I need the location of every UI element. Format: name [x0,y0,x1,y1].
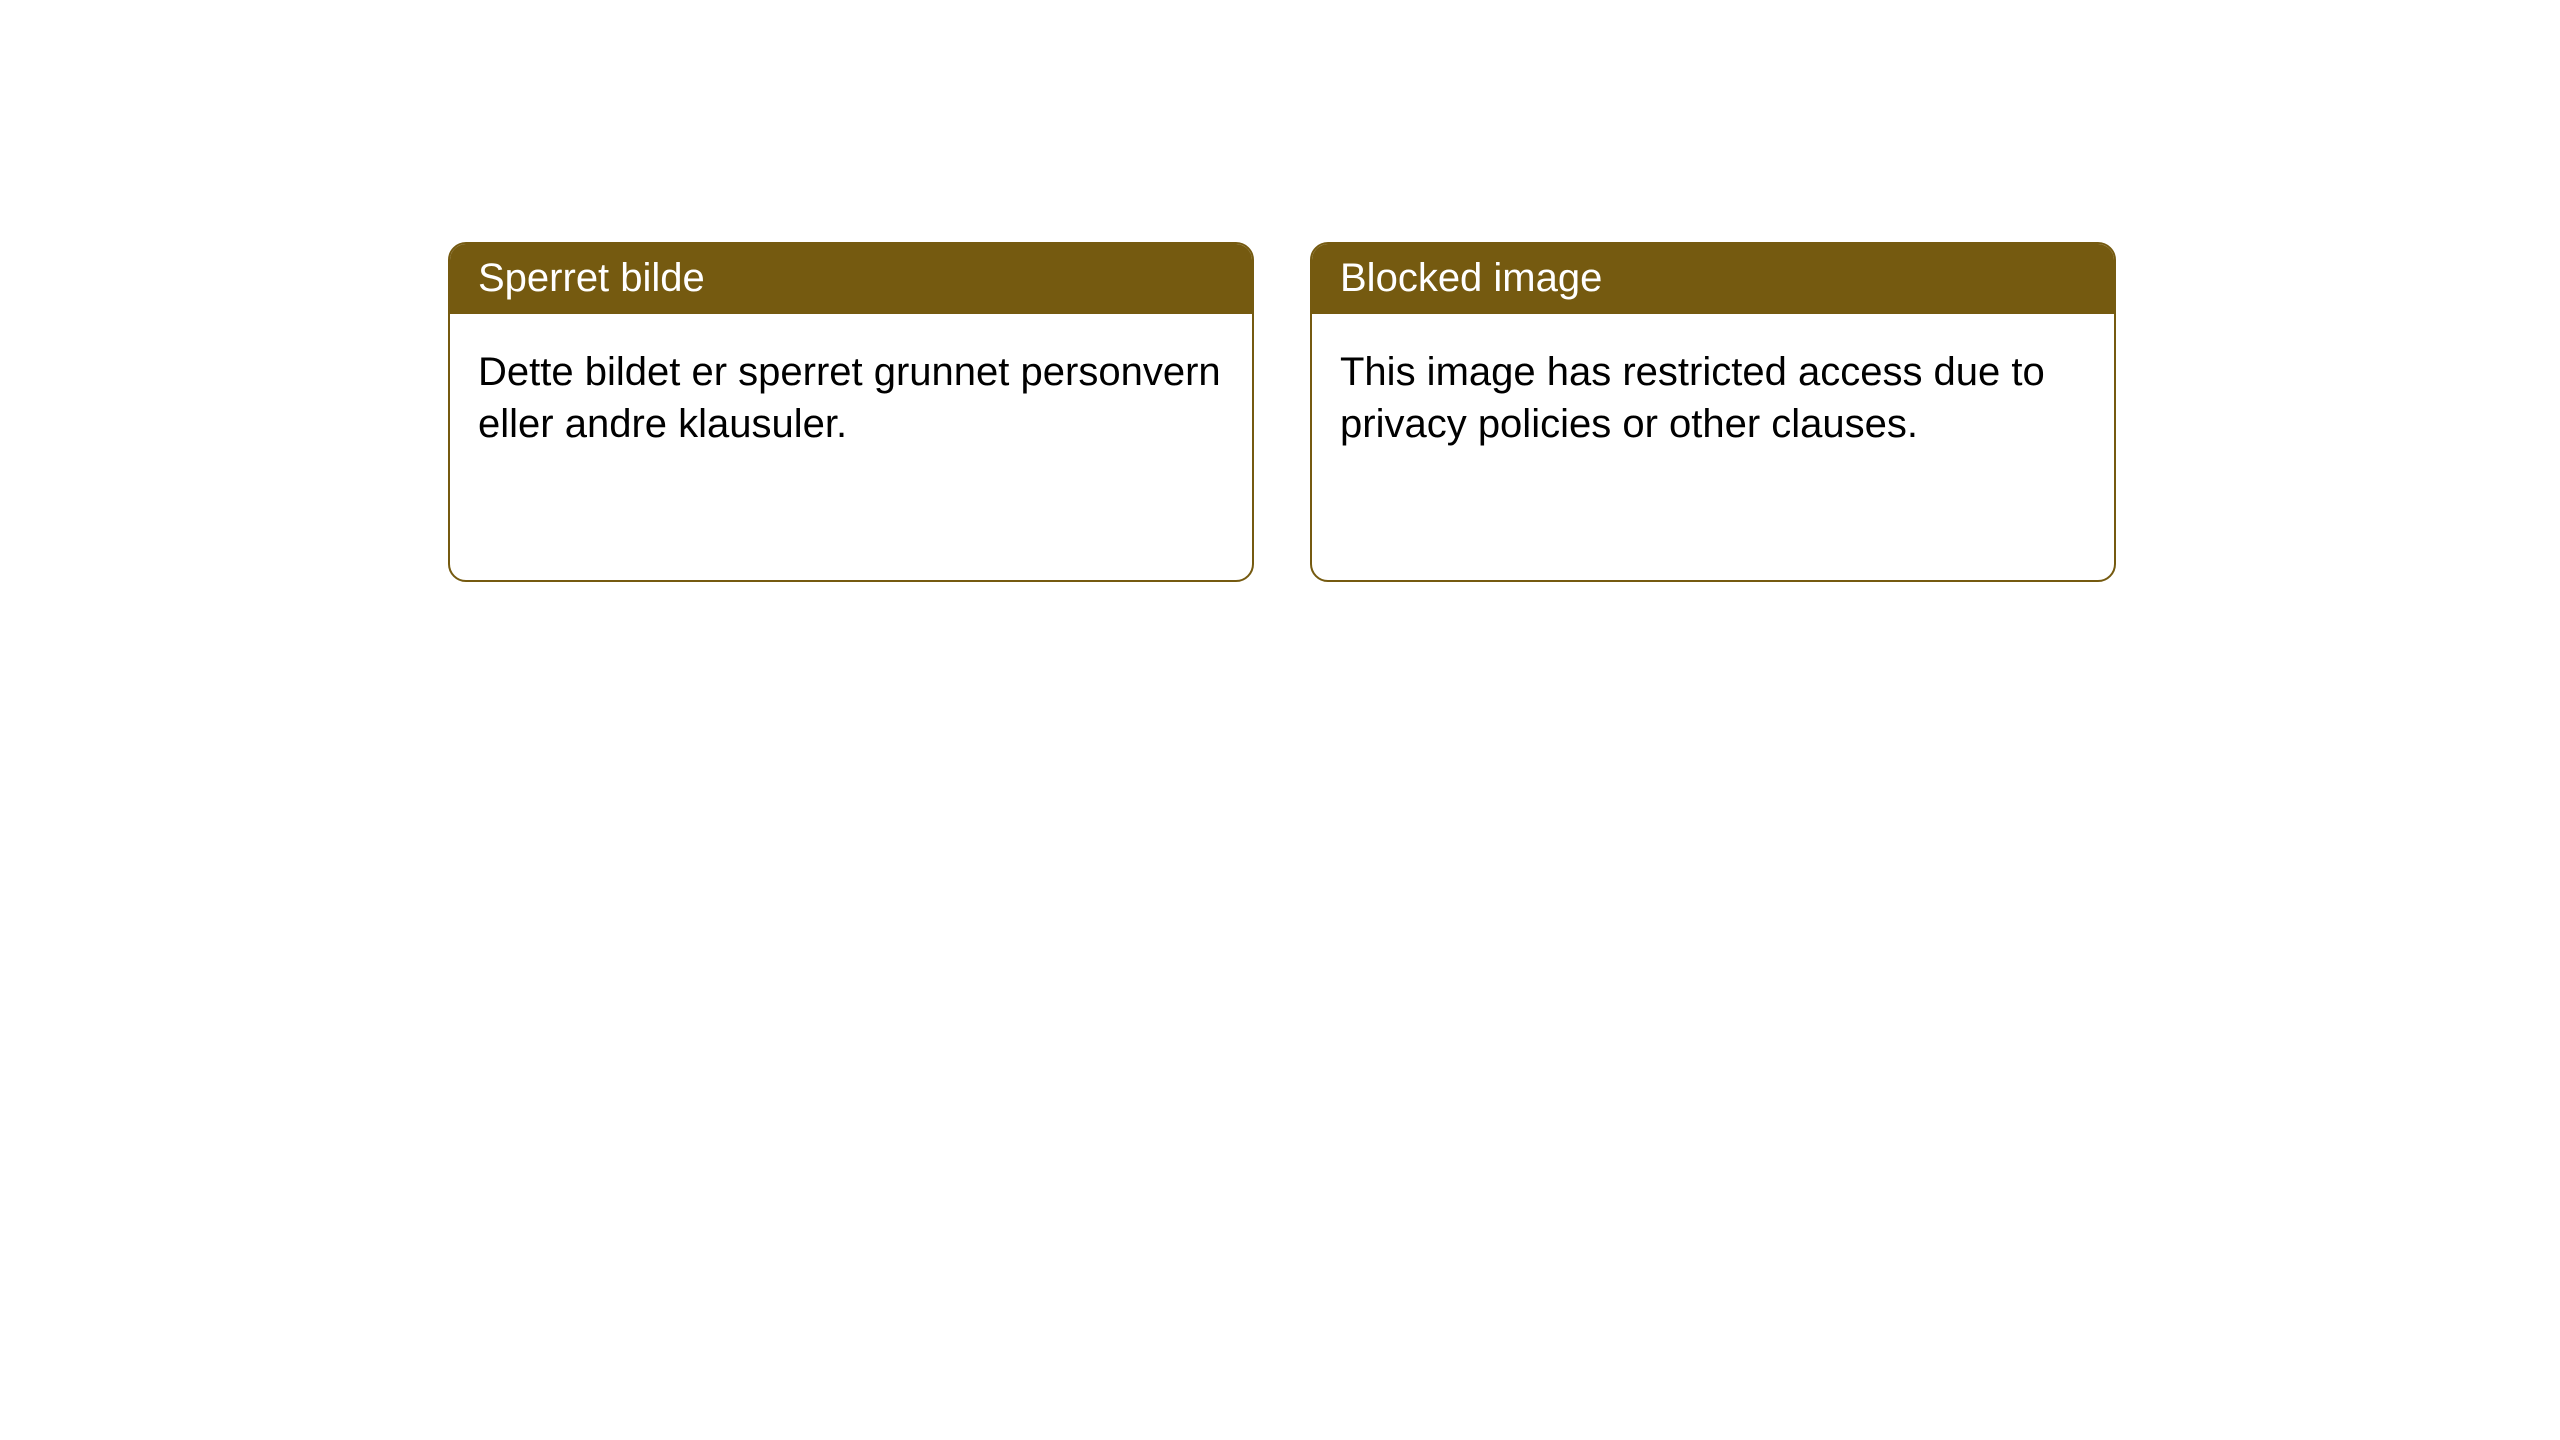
card-title-no: Sperret bilde [478,256,705,300]
blocked-image-card-en: Blocked image This image has restricted … [1310,242,2116,582]
notice-cards-container: Sperret bilde Dette bildet er sperret gr… [448,242,2560,582]
blocked-image-card-no: Sperret bilde Dette bildet er sperret gr… [448,242,1254,582]
card-message-en: This image has restricted access due to … [1340,350,2045,446]
card-header-no: Sperret bilde [450,244,1252,314]
card-title-en: Blocked image [1340,256,1602,300]
card-body-en: This image has restricted access due to … [1312,314,2114,482]
card-header-en: Blocked image [1312,244,2114,314]
card-message-no: Dette bildet er sperret grunnet personve… [478,350,1221,446]
card-body-no: Dette bildet er sperret grunnet personve… [450,314,1252,482]
